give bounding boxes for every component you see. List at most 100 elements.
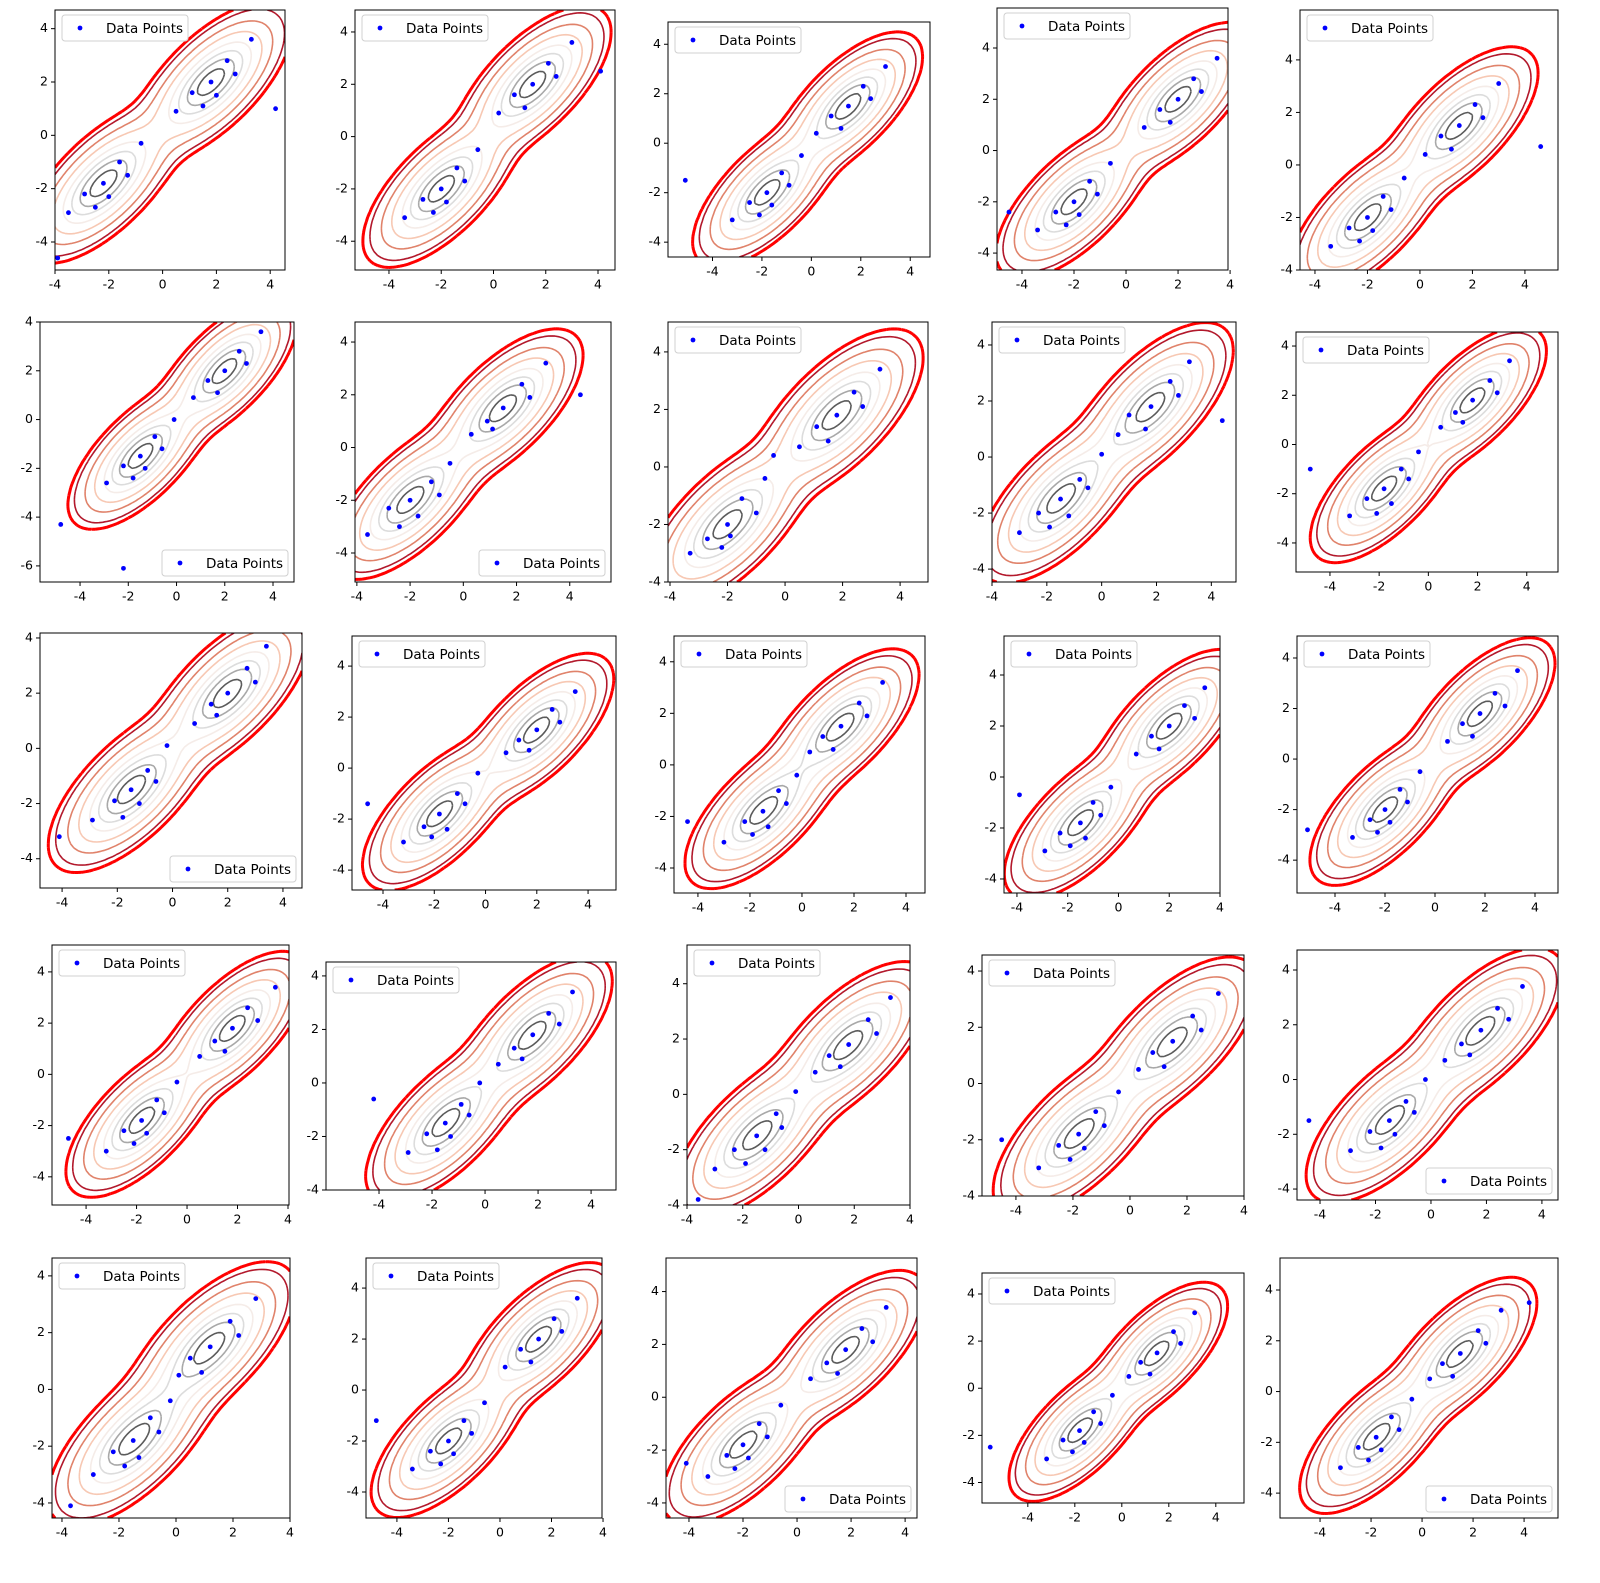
contour-line	[683, 371, 881, 569]
axes-frame	[325, 961, 617, 1191]
data-point	[424, 1131, 430, 1137]
data-point	[434, 1147, 440, 1153]
x-tick-label: -4	[1022, 1510, 1035, 1525]
data-point	[1110, 1392, 1115, 1398]
contour-line	[1305, 1283, 1531, 1508]
y-tick-label: -4	[21, 850, 34, 865]
x-tick-label: 2	[212, 277, 220, 292]
data-point	[1416, 449, 1421, 455]
data-point	[859, 1326, 865, 1331]
legend-box	[332, 966, 460, 994]
data-point	[1378, 1145, 1384, 1151]
data-point	[1392, 1131, 1398, 1137]
y-tick-label: 2	[351, 1331, 359, 1346]
data-point	[1380, 194, 1386, 199]
data-point	[1085, 485, 1091, 491]
contour-line	[1034, 60, 1218, 241]
y-tick-label: -4	[963, 1188, 976, 1203]
contour-line	[1007, 352, 1204, 553]
contour-line	[672, 360, 893, 580]
data-point	[187, 1355, 193, 1361]
data-point	[1405, 799, 1410, 805]
data-point	[828, 113, 834, 119]
data-point	[1176, 393, 1181, 398]
data-point	[225, 690, 231, 696]
contour-line	[1034, 1307, 1203, 1477]
x-tick-label: 4	[906, 1212, 914, 1227]
x-tick-label: 0	[159, 277, 167, 292]
y-tick-label: -4	[336, 233, 349, 248]
data-point	[551, 1316, 557, 1322]
x-tick-label: 2	[1165, 900, 1173, 915]
data-point	[769, 202, 775, 208]
data-point	[543, 360, 549, 366]
y-tick-label: 0	[672, 1086, 680, 1101]
contour-line	[82, 968, 289, 1180]
data-point	[1167, 119, 1173, 125]
data-point	[753, 510, 759, 516]
data-point	[1467, 1052, 1473, 1058]
x-tick-label: -4	[706, 264, 719, 279]
data-point	[475, 770, 481, 776]
contour-line	[388, 1279, 599, 1501]
x-tick-label: -4	[351, 589, 364, 604]
data-point	[138, 140, 144, 146]
x-tick-label: -4	[1314, 1525, 1327, 1540]
data-point	[705, 1474, 711, 1479]
legend-box	[61, 14, 189, 42]
data-point	[192, 721, 198, 726]
contour-line	[355, 346, 565, 562]
data-point	[1357, 238, 1362, 244]
x-tick-label: 0	[1126, 1203, 1134, 1218]
y-tick-label: -4	[36, 234, 49, 249]
boundary-contour	[66, 322, 294, 531]
data-point	[534, 727, 540, 733]
data-point	[438, 1461, 444, 1467]
x-tick-label: -4	[74, 589, 87, 604]
data-point	[199, 1369, 205, 1375]
plot-area	[1004, 647, 1220, 893]
data-point	[1403, 1099, 1409, 1104]
y-tick-label: -4	[649, 574, 662, 589]
data-point	[121, 565, 126, 571]
contour-line	[372, 962, 606, 1190]
y-tick-label: -2	[33, 1117, 45, 1132]
data-point	[725, 522, 730, 527]
x-tick-label: -4	[1324, 579, 1337, 594]
legend-marker	[696, 651, 702, 657]
data-point	[144, 1130, 150, 1136]
legend-marker	[185, 866, 191, 872]
data-point	[528, 1359, 534, 1365]
data-point	[1116, 1089, 1121, 1095]
data-point	[1087, 178, 1093, 184]
data-point	[482, 1400, 487, 1406]
data-point	[1440, 1361, 1445, 1367]
contour-line	[1353, 1330, 1484, 1460]
x-tick-label: -2	[442, 1525, 454, 1540]
y-tick-label: 4	[672, 975, 680, 990]
data-point	[1373, 1434, 1379, 1440]
data-point	[1198, 1027, 1204, 1033]
legend-label: Data Points	[719, 33, 796, 49]
y-tick-label: 4	[25, 629, 33, 644]
data-point	[484, 418, 490, 424]
y-tick-label: -2	[963, 1131, 975, 1146]
contour-line	[1000, 963, 1244, 1196]
data-point	[171, 417, 177, 422]
data-point	[68, 1503, 73, 1509]
data-point	[860, 404, 866, 409]
y-tick-label: 4	[337, 658, 345, 673]
data-point	[794, 772, 800, 778]
data-point	[1459, 1041, 1464, 1047]
data-point	[248, 36, 254, 42]
contour-line	[1036, 381, 1176, 525]
legend-marker	[1318, 347, 1324, 353]
contour-line	[369, 367, 544, 541]
y-tick-label: 4	[37, 963, 45, 978]
data-point	[1147, 1371, 1153, 1377]
data-point	[82, 191, 87, 197]
x-tick-label: 0	[781, 589, 789, 604]
data-point	[236, 1333, 242, 1338]
x-tick-label: 4	[587, 1197, 595, 1212]
y-tick-label: 2	[1265, 1332, 1273, 1347]
